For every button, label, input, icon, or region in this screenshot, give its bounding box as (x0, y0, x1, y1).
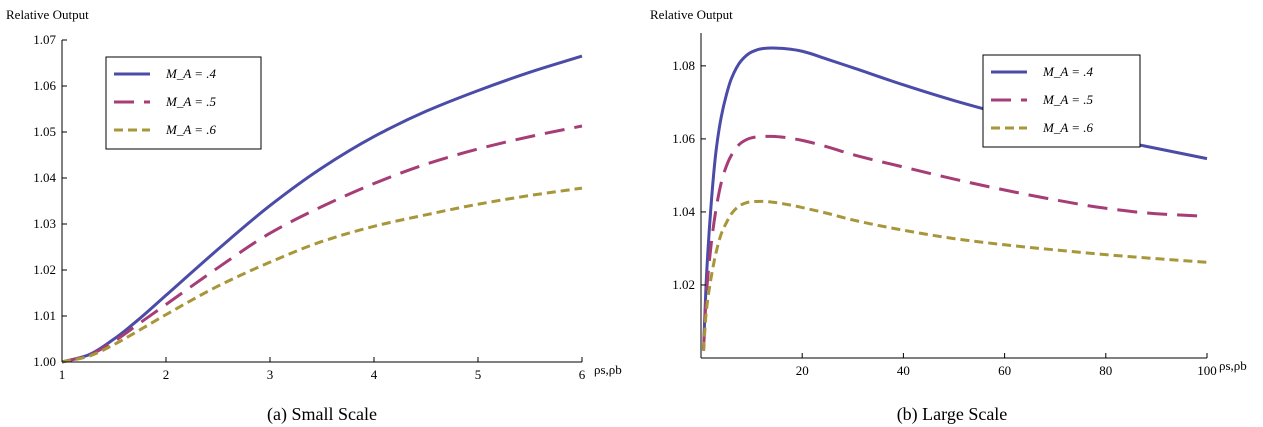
x-tick-label: 3 (267, 367, 274, 382)
x-tick-label: 2 (163, 367, 170, 382)
x-axis-title: ρs,ρb (1219, 358, 1247, 373)
x-tick-label: 40 (897, 363, 910, 378)
y-tick-label: 1.08 (672, 58, 695, 73)
x-tick-label: 5 (475, 367, 482, 382)
legend-label: M_A = .5 (1042, 92, 1094, 107)
ticks-layer: 1 2 3 4 5 6 1.00 1.01 1.02 1.03 1.04 1.05 1.06 1.07 (33, 32, 586, 382)
caption: (a) Small Scale (267, 404, 377, 425)
series-layer (61, 54, 583, 364)
legend-label: M_A = .6 (165, 122, 217, 137)
y-tick-label: 1.04 (672, 204, 695, 219)
chart-small-scale: Relative Output 1 2 3 4 5 6 1.00 1.01 1.02 1.03 1.… (6, 7, 622, 425)
series-line (61, 54, 583, 364)
x-tick-label: 20 (796, 363, 809, 378)
chart-large-scale: Relative Output 20 40 60 80 100 1.02 1.04 1.06 1… (650, 7, 1247, 425)
legend-label: M_A = .4 (1042, 64, 1094, 79)
y-tick-label: 1.05 (33, 124, 56, 139)
y-axis-title: Relative Output (650, 7, 733, 22)
y-tick-label: 1.00 (33, 354, 56, 369)
y-tick-label: 1.02 (33, 262, 56, 277)
x-tick-label: 100 (1197, 363, 1217, 378)
legend: M_A = .4 M_A = .5 M_A = .6 (982, 54, 1141, 148)
y-axis-title: Relative Output (6, 7, 89, 22)
x-tick-label: 6 (579, 367, 586, 382)
ticks-layer: 20 40 60 80 100 1.02 1.04 1.06 1.08 (672, 58, 1217, 378)
series-line (702, 199, 1208, 351)
legend-label: M_A = .6 (1042, 120, 1094, 135)
x-axis-title: ρs,ρb (594, 362, 622, 377)
series-line (702, 134, 1208, 351)
series-line (61, 186, 583, 364)
legend-label: M_A = .4 (165, 66, 217, 81)
x-tick-label: 80 (1099, 363, 1112, 378)
x-tick-label: 1 (59, 367, 66, 382)
y-tick-label: 1.06 (672, 131, 695, 146)
x-tick-label: 4 (371, 367, 378, 382)
legend: M_A = .4 M_A = .5 M_A = .6 (105, 56, 262, 150)
y-tick-label: 1.06 (33, 78, 56, 93)
y-tick-label: 1.04 (33, 170, 56, 185)
y-tick-label: 1.02 (672, 277, 695, 292)
x-tick-label: 60 (998, 363, 1011, 378)
caption: (b) Large Scale (897, 404, 1008, 425)
legend-label: M_A = .5 (165, 94, 217, 109)
y-tick-label: 1.01 (33, 308, 56, 323)
y-tick-label: 1.07 (33, 32, 56, 47)
series-line (61, 124, 583, 364)
y-tick-label: 1.03 (33, 216, 56, 231)
